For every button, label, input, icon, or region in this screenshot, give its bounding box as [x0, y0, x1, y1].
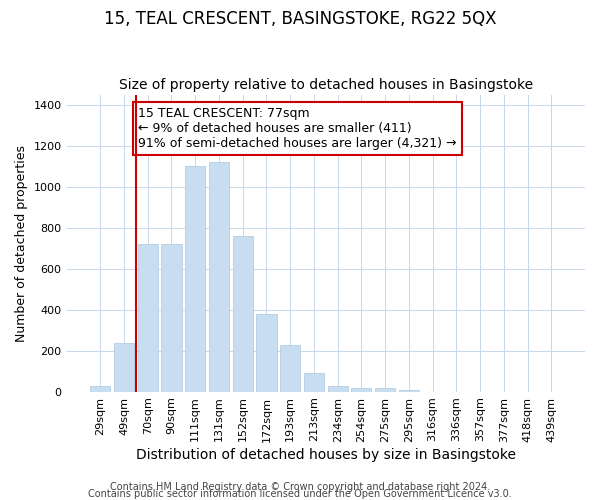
Bar [137, 244, 158, 392]
Bar [328, 386, 348, 392]
Bar [209, 162, 229, 392]
X-axis label: Distribution of detached houses by size in Basingstoke: Distribution of detached houses by size … [136, 448, 516, 462]
Bar [161, 244, 182, 392]
Y-axis label: Number of detached properties: Number of detached properties [15, 144, 28, 342]
Bar [304, 374, 324, 392]
Text: Contains HM Land Registry data © Crown copyright and database right 2024.: Contains HM Land Registry data © Crown c… [110, 482, 490, 492]
Bar [375, 388, 395, 392]
Bar [90, 386, 110, 392]
Bar [351, 388, 371, 392]
Text: 15 TEAL CRESCENT: 77sqm
← 9% of detached houses are smaller (411)
91% of semi-de: 15 TEAL CRESCENT: 77sqm ← 9% of detached… [138, 107, 457, 150]
Bar [114, 342, 134, 392]
Bar [280, 344, 300, 392]
Bar [399, 390, 419, 392]
Title: Size of property relative to detached houses in Basingstoke: Size of property relative to detached ho… [119, 78, 533, 92]
Text: 15, TEAL CRESCENT, BASINGSTOKE, RG22 5QX: 15, TEAL CRESCENT, BASINGSTOKE, RG22 5QX [104, 10, 496, 28]
Bar [185, 166, 205, 392]
Bar [256, 314, 277, 392]
Bar [233, 236, 253, 392]
Text: Contains public sector information licensed under the Open Government Licence v3: Contains public sector information licen… [88, 489, 512, 499]
